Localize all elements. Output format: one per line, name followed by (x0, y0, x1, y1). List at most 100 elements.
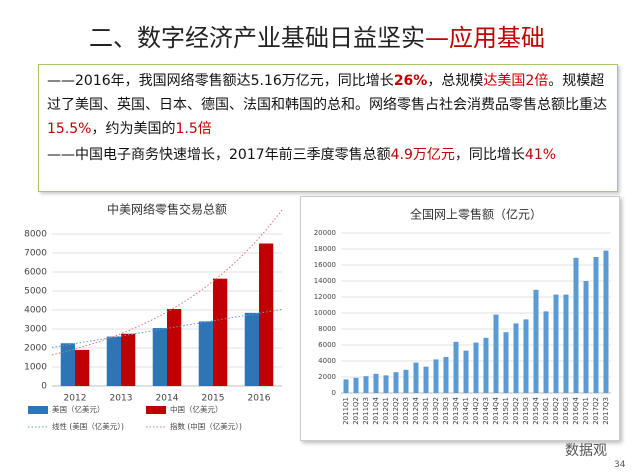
bar (152, 328, 167, 386)
chart-title: 全国网上零售额（亿元） (410, 207, 542, 222)
text-run: ，同比增长 (454, 147, 525, 163)
y-tick-label: 4000 (318, 357, 336, 365)
bar (593, 257, 599, 393)
y-tick-label: 14000 (314, 277, 336, 285)
text-run: 15.5% (47, 121, 92, 137)
x-tick-label: 2014Q2 (472, 397, 480, 425)
y-tick-label: 18000 (314, 245, 336, 253)
bar (553, 294, 559, 393)
x-tick-label: 2017Q3 (602, 397, 610, 425)
x-tick-label: 2015 (202, 394, 225, 404)
text-box: ——2016年，我国网络零售额达5.16万亿元，同比增长26%，总规模达美国2倍… (38, 64, 618, 192)
x-tick-label: 2013Q1 (422, 397, 430, 425)
x-tick-label: 2016Q4 (572, 396, 580, 424)
x-tick-label: 2014Q4 (492, 396, 500, 424)
watermark: 数据观 (565, 443, 607, 459)
bar (393, 372, 399, 393)
bar (443, 357, 449, 393)
bar (473, 342, 479, 393)
text-run: 41% (524, 147, 557, 163)
x-tick-label: 2017Q2 (592, 397, 600, 425)
bar (503, 332, 509, 393)
page-number: 34 (614, 460, 626, 470)
legend-swatch (28, 406, 48, 414)
text-run: 26% (393, 73, 428, 89)
y-tick-label: 16000 (314, 261, 336, 269)
x-tick-label: 2016 (248, 394, 271, 404)
x-tick-label: 2011Q2 (352, 397, 360, 425)
x-tick-label: 2011Q1 (342, 397, 350, 425)
x-tick-label: 2017Q1 (582, 397, 590, 425)
x-tick-label: 2016Q2 (552, 397, 560, 425)
text-run: 。规模超过了美国、英国、日本、德国、法国和韩国的总和。网络零售占社会消费品零售总… (47, 73, 607, 113)
x-tick-label: 2016Q1 (542, 397, 550, 425)
y-tick-label: 12000 (314, 293, 336, 301)
bar (463, 350, 469, 393)
x-tick-label: 2013Q3 (442, 397, 450, 425)
x-tick-label: 2012Q2 (392, 397, 400, 425)
x-tick-label: 2014Q3 (482, 397, 490, 425)
bar (198, 321, 213, 386)
chart: 全国网上零售额（亿元） 0 2000 4000 6000 8000 10000 12000 14… (300, 196, 620, 441)
bar (453, 341, 459, 393)
slide-title: 二、数字经济产业基础日益坚实—应用基础 (0, 18, 634, 53)
bar (383, 375, 389, 393)
y-tick-label: 0 (332, 389, 336, 397)
y-tick-label: 0 (41, 382, 47, 392)
bar (213, 278, 228, 386)
y-tick-label: 1000 (24, 363, 47, 373)
x-tick-label: 2013Q2 (432, 397, 440, 425)
title-main: 二、数字经济产业基础日益坚实 (89, 24, 425, 52)
y-tick-label: 2000 (24, 344, 47, 354)
paragraph: ——2016年，我国网络零售额达5.16万亿元，同比增长26%，总规模达美国2倍… (47, 69, 609, 141)
bar (533, 289, 539, 393)
y-tick-label: 8000 (24, 230, 47, 240)
x-tick-label: 2016Q3 (562, 397, 570, 425)
bar (373, 373, 379, 393)
bar (603, 250, 609, 393)
bar (353, 377, 359, 393)
legend-swatch (146, 406, 166, 414)
y-tick-label: 7000 (24, 249, 47, 259)
text-run: 达美国2倍 (483, 73, 549, 89)
x-tick-label: 2012Q3 (402, 397, 410, 425)
x-tick-label: 2013Q4 (452, 396, 460, 424)
bar (543, 311, 549, 393)
y-tick-label: 20000 (314, 229, 336, 237)
y-tick-label: 8000 (318, 325, 336, 333)
y-tick-label: 10000 (314, 309, 336, 317)
paragraph: ——中国电子商务快速增长，2017年前三季度零售总额4.9万亿元，同比增长41% (47, 143, 609, 167)
x-tick-label: 2014 (156, 394, 179, 404)
bar (167, 309, 182, 386)
bar (513, 323, 519, 393)
y-tick-label: 6000 (24, 268, 47, 278)
bar (413, 362, 419, 393)
bar (244, 312, 259, 386)
x-tick-label: 2013 (110, 394, 133, 404)
chart: 中美网络零售交易总额 0 1000 2000 3000 4000 5000 6000 7000 8… (24, 202, 283, 431)
x-tick-label: 2012 (64, 394, 87, 404)
y-tick-label: 4000 (24, 306, 47, 316)
bar (483, 337, 489, 393)
legend-label: 中国（亿美元） (170, 404, 223, 414)
x-tick-label: 2015Q4 (532, 396, 540, 424)
bar (121, 333, 136, 386)
text-run: ，约为美国的 (91, 121, 176, 137)
y-tick-label: 6000 (318, 341, 336, 349)
legend-label: 指数 (中国（亿美元）) (170, 421, 242, 431)
y-tick-label: 2000 (318, 373, 336, 381)
x-tick-label: 2014Q1 (462, 397, 470, 425)
text-run: 4.9万亿元 (390, 147, 455, 163)
x-tick-label: 2015Q3 (522, 397, 530, 425)
bar (423, 366, 429, 393)
bar (60, 343, 75, 386)
legend-label: 美国（亿美元） (52, 404, 105, 414)
text-run: ——中国电子商务快速增长，2017年前三季度零售总额 (47, 147, 391, 163)
text-run: ，总规模 (427, 73, 484, 89)
bar (259, 243, 274, 386)
x-tick-label: 2015Q2 (512, 397, 520, 425)
chart-title: 中美网络零售交易总额 (107, 202, 227, 217)
bar (493, 314, 499, 393)
bar (523, 319, 529, 393)
